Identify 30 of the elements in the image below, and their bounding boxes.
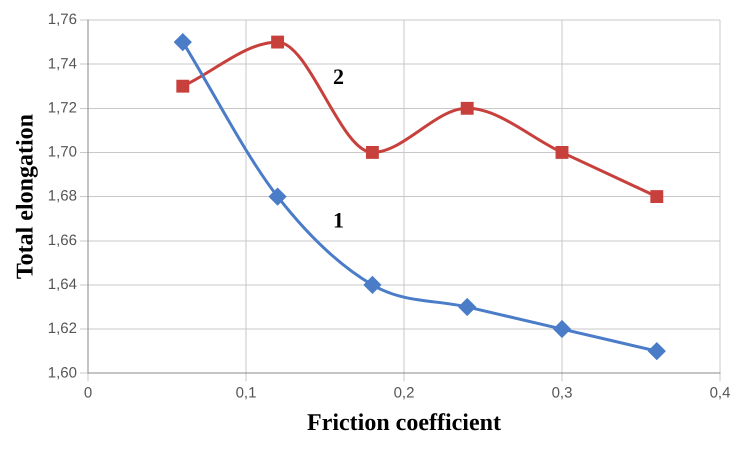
point (556, 146, 568, 159)
y-tick-label: 1,70 (48, 144, 77, 161)
x-tick-label: 0,4 (710, 384, 730, 402)
y-tick-label: 1,68 (48, 188, 77, 205)
x-tick-label: 0 (84, 384, 92, 402)
series-label: 1 (332, 207, 344, 232)
x-tick-label: 0,3 (552, 384, 572, 402)
y-tick-label: 1,60 (48, 364, 77, 382)
y-tick-label: 1,76 (48, 11, 77, 28)
point (269, 188, 286, 206)
x-tick-label: 0,2 (394, 384, 414, 402)
point (650, 190, 664, 204)
y-tick-label: 1,66 (48, 232, 77, 249)
y-tick-label: 1,74 (48, 55, 77, 72)
point (458, 298, 476, 316)
point (271, 36, 284, 49)
point (460, 102, 474, 115)
y-tick-label: 1,62 (48, 320, 77, 338)
point (176, 80, 190, 93)
y-tick-label: 1,72 (48, 99, 77, 116)
y-tick-label: 1,64 (48, 276, 77, 294)
point (554, 320, 570, 338)
point (364, 276, 381, 294)
x-axis-title: Friction coefficient (307, 410, 501, 436)
point (174, 34, 192, 51)
point (366, 146, 379, 159)
x-tick-label: 0,1 (236, 384, 256, 402)
series-label: 2 (332, 64, 344, 89)
point (648, 342, 666, 360)
y-axis-title: Total elongation (12, 114, 39, 280)
